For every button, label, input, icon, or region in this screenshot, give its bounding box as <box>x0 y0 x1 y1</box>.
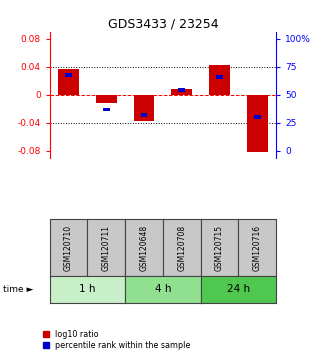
Title: GDS3433 / 23254: GDS3433 / 23254 <box>108 18 218 31</box>
Text: GSM120648: GSM120648 <box>140 225 149 271</box>
Text: GSM120710: GSM120710 <box>64 225 73 271</box>
Bar <box>65 73 72 76</box>
Bar <box>209 65 230 95</box>
Legend: log10 ratio, percentile rank within the sample: log10 ratio, percentile rank within the … <box>43 330 191 350</box>
Bar <box>134 95 154 121</box>
Text: GSM120715: GSM120715 <box>215 225 224 271</box>
Text: GSM120711: GSM120711 <box>102 225 111 271</box>
Text: 4 h: 4 h <box>155 284 171 295</box>
Bar <box>96 95 117 103</box>
Bar <box>247 95 268 152</box>
Bar <box>171 89 192 95</box>
Text: GSM120708: GSM120708 <box>177 225 186 271</box>
Text: GSM120716: GSM120716 <box>253 225 262 271</box>
Bar <box>58 69 79 95</box>
Bar <box>216 75 223 79</box>
Bar <box>178 88 185 92</box>
Bar <box>141 113 147 117</box>
Text: 1 h: 1 h <box>79 284 96 295</box>
Bar <box>254 115 261 119</box>
Text: time ►: time ► <box>3 285 34 294</box>
Bar <box>103 108 110 112</box>
Text: 24 h: 24 h <box>227 284 250 295</box>
